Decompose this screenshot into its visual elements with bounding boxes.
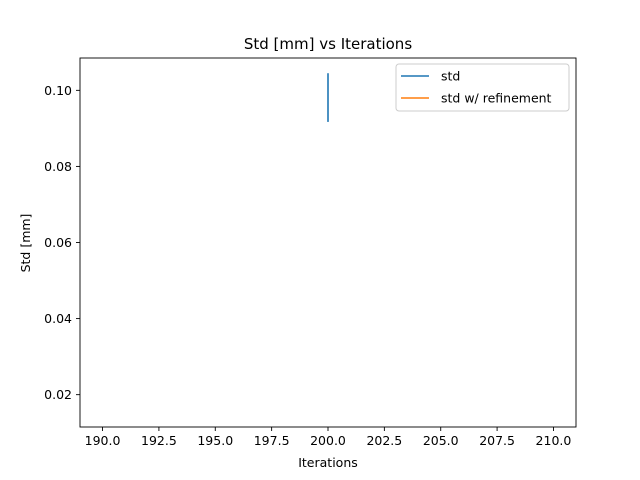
y-tick-label: 0.04 <box>44 311 72 326</box>
chart-title: Std [mm] vs Iterations <box>244 35 412 53</box>
x-tick-label: 205.0 <box>423 433 459 448</box>
x-tick-label: 207.5 <box>479 433 515 448</box>
legend-box <box>395 63 570 112</box>
y-tick-label: 0.02 <box>44 387 72 402</box>
x-tick-label: 202.5 <box>366 433 402 448</box>
x-tick-label: 200.0 <box>310 433 346 448</box>
y-axis-label: Std [mm] <box>18 214 33 273</box>
axes: 190.0 192.5 195.0 197.5 200.0 202.5 205.0 207.5… <box>44 57 577 448</box>
y-tick-label: 0.08 <box>44 159 72 174</box>
x-tick-label: 197.5 <box>254 433 290 448</box>
legend-label-2: std w/ refinement <box>441 91 552 106</box>
legend: std std w/ refinement <box>395 63 570 112</box>
x-tick-label: 195.0 <box>197 433 233 448</box>
y-tick-label: 0.06 <box>44 235 72 250</box>
y-tick-label: 0.10 <box>44 83 72 98</box>
x-axis-label: Iterations <box>298 455 358 470</box>
x-tick-label: 192.5 <box>141 433 177 448</box>
x-tick-label: 190.0 <box>85 433 121 448</box>
x-tick-label: 210.0 <box>536 433 572 448</box>
legend-label-1: std <box>441 69 460 84</box>
